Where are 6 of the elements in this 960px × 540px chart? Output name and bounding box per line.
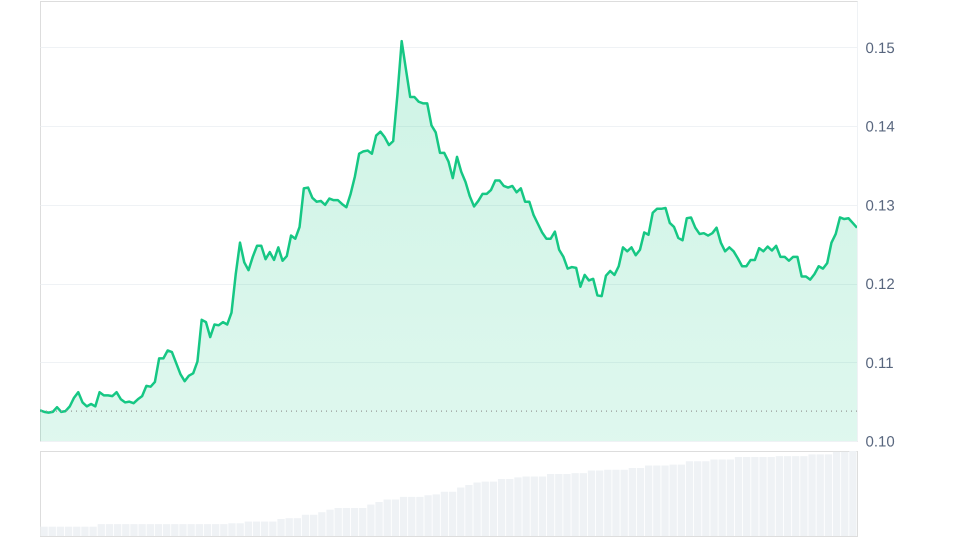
y-tick-label: 0.11 <box>866 354 894 372</box>
y-tick-label: 0.10 <box>866 434 895 450</box>
y-tick-label: 0.14 <box>866 118 895 136</box>
y-tick-label: 0.12 <box>866 276 895 294</box>
y-tick-label: 0.15 <box>866 40 895 57</box>
y-tick-label: 0.13 <box>866 197 895 214</box>
